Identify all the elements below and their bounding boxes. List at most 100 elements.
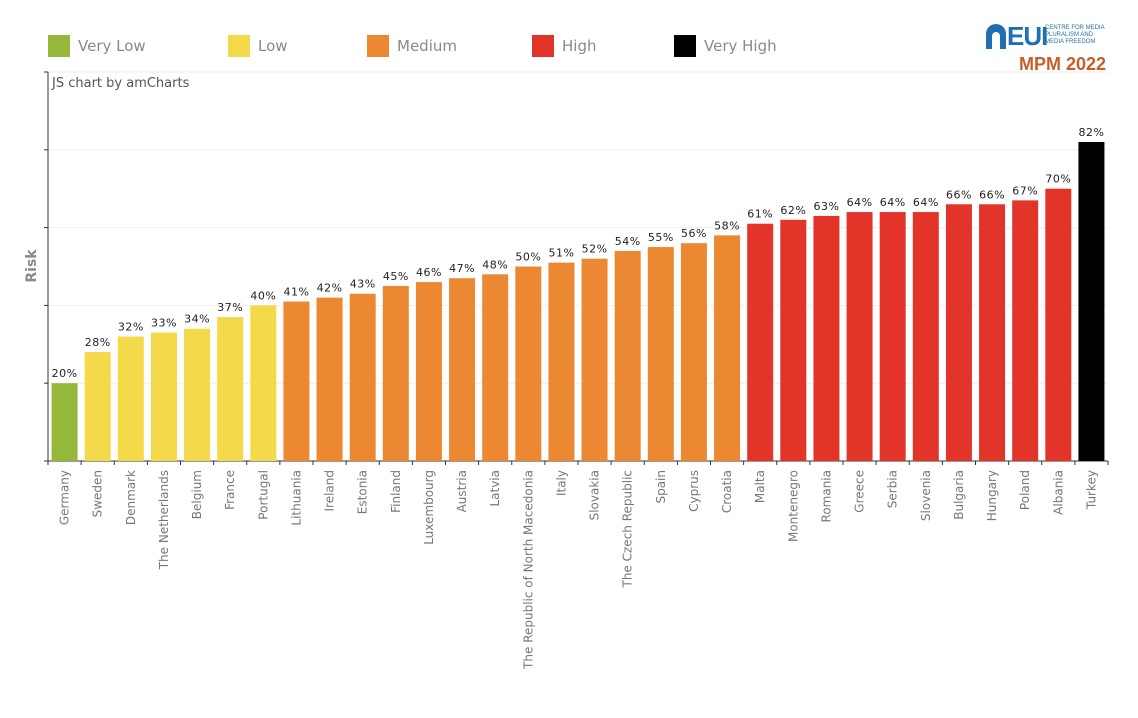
bar-greece bbox=[846, 212, 873, 461]
category-label: Portugal bbox=[256, 470, 270, 520]
bar-finland bbox=[382, 285, 409, 461]
category-label: Slovenia bbox=[919, 470, 933, 521]
category-label: Bulgaria bbox=[952, 470, 966, 520]
logo-centre-name: CENTRE FOR MEDIA PLURALISM AND MEDIA FRE… bbox=[1045, 25, 1125, 46]
value-label: 33% bbox=[151, 317, 177, 330]
value-label: 32% bbox=[118, 321, 144, 334]
bar-croatia bbox=[714, 235, 741, 461]
value-label: 48% bbox=[482, 258, 508, 271]
bar-the-czech-republic bbox=[614, 250, 641, 461]
y-axis-label: Risk bbox=[24, 249, 40, 283]
bar-slovenia bbox=[912, 212, 939, 461]
legend-item-medium[interactable]: Medium bbox=[367, 34, 457, 58]
category-label: Belgium bbox=[190, 470, 204, 519]
value-label: 37% bbox=[217, 301, 243, 314]
legend-label: Very High bbox=[704, 37, 777, 55]
bar-germany bbox=[51, 383, 78, 461]
value-label: 64% bbox=[847, 196, 873, 209]
category-label: Finland bbox=[389, 470, 403, 513]
bar-romania bbox=[813, 215, 840, 461]
legend-item-low[interactable]: Low bbox=[228, 34, 288, 58]
bar-malta bbox=[747, 223, 774, 461]
bar-estonia bbox=[349, 293, 376, 461]
legend-swatch bbox=[48, 35, 70, 57]
value-label: 47% bbox=[449, 262, 475, 275]
category-label: Austria bbox=[455, 470, 469, 512]
legend-label: Low bbox=[258, 37, 288, 55]
value-label: 62% bbox=[780, 204, 806, 217]
category-label: Denmark bbox=[124, 470, 138, 525]
bar-montenegro bbox=[780, 219, 807, 461]
legend-swatch bbox=[367, 35, 389, 57]
bar-ireland bbox=[316, 297, 343, 461]
bar-austria bbox=[449, 278, 476, 461]
category-label: Cyprus bbox=[687, 470, 701, 512]
bar-the-netherlands bbox=[150, 332, 177, 461]
category-label: Turkey bbox=[1084, 470, 1098, 510]
category-label: Albania bbox=[1051, 470, 1065, 515]
category-label: Ireland bbox=[323, 470, 337, 512]
legend-label: Very Low bbox=[78, 37, 146, 55]
bar-portugal bbox=[250, 305, 277, 461]
category-label: Hungary bbox=[985, 470, 999, 521]
value-label: 46% bbox=[416, 266, 442, 279]
logo-org: EUI bbox=[1007, 21, 1048, 51]
legend-label: Medium bbox=[397, 37, 457, 55]
legend-item-very-high[interactable]: Very High bbox=[674, 34, 777, 58]
category-label: Montenegro bbox=[786, 470, 800, 542]
category-label: Sweden bbox=[91, 470, 105, 517]
category-label: Lithuania bbox=[289, 470, 303, 526]
legend-item-high[interactable]: High bbox=[532, 34, 596, 58]
bar-denmark bbox=[117, 336, 144, 461]
bar-lithuania bbox=[283, 301, 310, 461]
value-label: 45% bbox=[383, 270, 409, 283]
value-label: 64% bbox=[880, 196, 906, 209]
category-label: Greece bbox=[853, 470, 867, 513]
value-label: 63% bbox=[813, 200, 839, 213]
bar-cyprus bbox=[680, 243, 707, 461]
bar-turkey bbox=[1078, 142, 1105, 461]
bar-luxembourg bbox=[415, 282, 442, 461]
legend-swatch bbox=[532, 35, 554, 57]
value-label: 28% bbox=[85, 336, 111, 349]
logo-edition: MPM 2022 bbox=[1019, 54, 1107, 74]
legend-swatch bbox=[228, 35, 250, 57]
category-label: Germany bbox=[58, 470, 72, 525]
category-label: Slovakia bbox=[588, 470, 602, 520]
bar-latvia bbox=[482, 274, 509, 461]
legend-label: High bbox=[562, 37, 597, 55]
value-label: 50% bbox=[515, 251, 541, 264]
legend-swatch bbox=[674, 35, 696, 57]
value-label: 55% bbox=[648, 231, 674, 244]
value-label: 70% bbox=[1045, 173, 1071, 186]
value-label: 56% bbox=[681, 227, 707, 240]
value-label: 41% bbox=[283, 286, 309, 299]
category-label: Serbia bbox=[886, 470, 900, 508]
category-label: Spain bbox=[654, 470, 668, 504]
category-label: Estonia bbox=[356, 470, 370, 514]
value-label: 54% bbox=[615, 235, 641, 248]
bar-hungary bbox=[979, 204, 1006, 461]
value-label: 40% bbox=[250, 289, 276, 302]
category-label: The Czech Republic bbox=[621, 470, 635, 589]
amcharts-credit[interactable]: JS chart by amCharts bbox=[52, 76, 190, 91]
category-label: Romania bbox=[819, 470, 833, 522]
bar-albania bbox=[1045, 188, 1072, 461]
category-label: Latvia bbox=[488, 470, 502, 507]
bar-the-republic-of-north-macedonia bbox=[515, 266, 542, 461]
legend-item-very-low[interactable]: Very Low bbox=[48, 34, 146, 58]
bar-sweden bbox=[84, 352, 111, 461]
logo-centre-line: CENTRE FOR MEDIA bbox=[1045, 25, 1105, 31]
value-label: 34% bbox=[184, 313, 210, 326]
value-label: 66% bbox=[979, 188, 1005, 201]
value-label: 67% bbox=[1012, 184, 1038, 197]
bar-serbia bbox=[879, 212, 906, 461]
category-label: Italy bbox=[554, 470, 568, 496]
value-label: 58% bbox=[714, 219, 740, 232]
category-label: Poland bbox=[1018, 470, 1032, 510]
value-label: 43% bbox=[350, 278, 376, 291]
value-label: 42% bbox=[317, 282, 343, 295]
bar-slovakia bbox=[581, 258, 608, 461]
eui-logo: EUI CENTRE FOR MEDIA PLURALISM AND MEDIA… bbox=[985, 21, 1125, 74]
bar-italy bbox=[548, 262, 575, 461]
